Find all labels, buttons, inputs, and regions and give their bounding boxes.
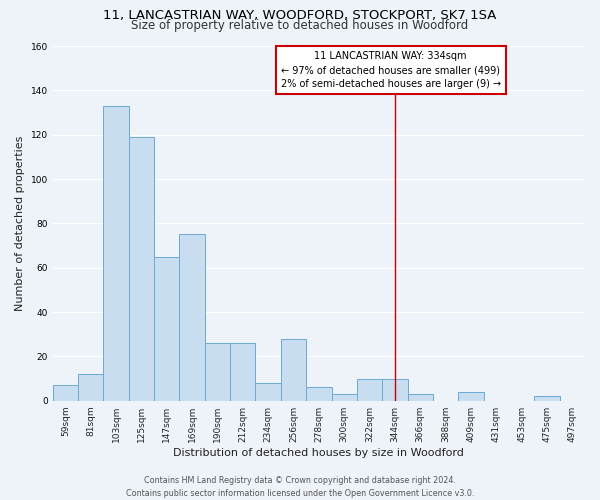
Bar [78,374,103,400]
Text: Size of property relative to detached houses in Woodford: Size of property relative to detached ho… [131,18,469,32]
Bar [205,343,230,400]
Text: 11 LANCASTRIAN WAY: 334sqm
← 97% of detached houses are smaller (499)
2% of semi: 11 LANCASTRIAN WAY: 334sqm ← 97% of deta… [281,52,501,90]
Bar [332,394,357,400]
Bar [103,106,129,401]
Bar [53,385,78,400]
Bar [382,378,407,400]
Bar [357,378,382,400]
Bar [256,383,281,400]
Bar [535,396,560,400]
Bar [306,388,332,400]
Bar [281,338,306,400]
Bar [154,256,179,400]
Text: 11, LANCASTRIAN WAY, WOODFORD, STOCKPORT, SK7 1SA: 11, LANCASTRIAN WAY, WOODFORD, STOCKPORT… [103,9,497,22]
Text: Contains HM Land Registry data © Crown copyright and database right 2024.
Contai: Contains HM Land Registry data © Crown c… [126,476,474,498]
Bar [179,234,205,400]
Bar [129,137,154,400]
Bar [458,392,484,400]
Bar [407,394,433,400]
Bar [230,343,256,400]
Y-axis label: Number of detached properties: Number of detached properties [15,136,25,311]
X-axis label: Distribution of detached houses by size in Woodford: Distribution of detached houses by size … [173,448,464,458]
